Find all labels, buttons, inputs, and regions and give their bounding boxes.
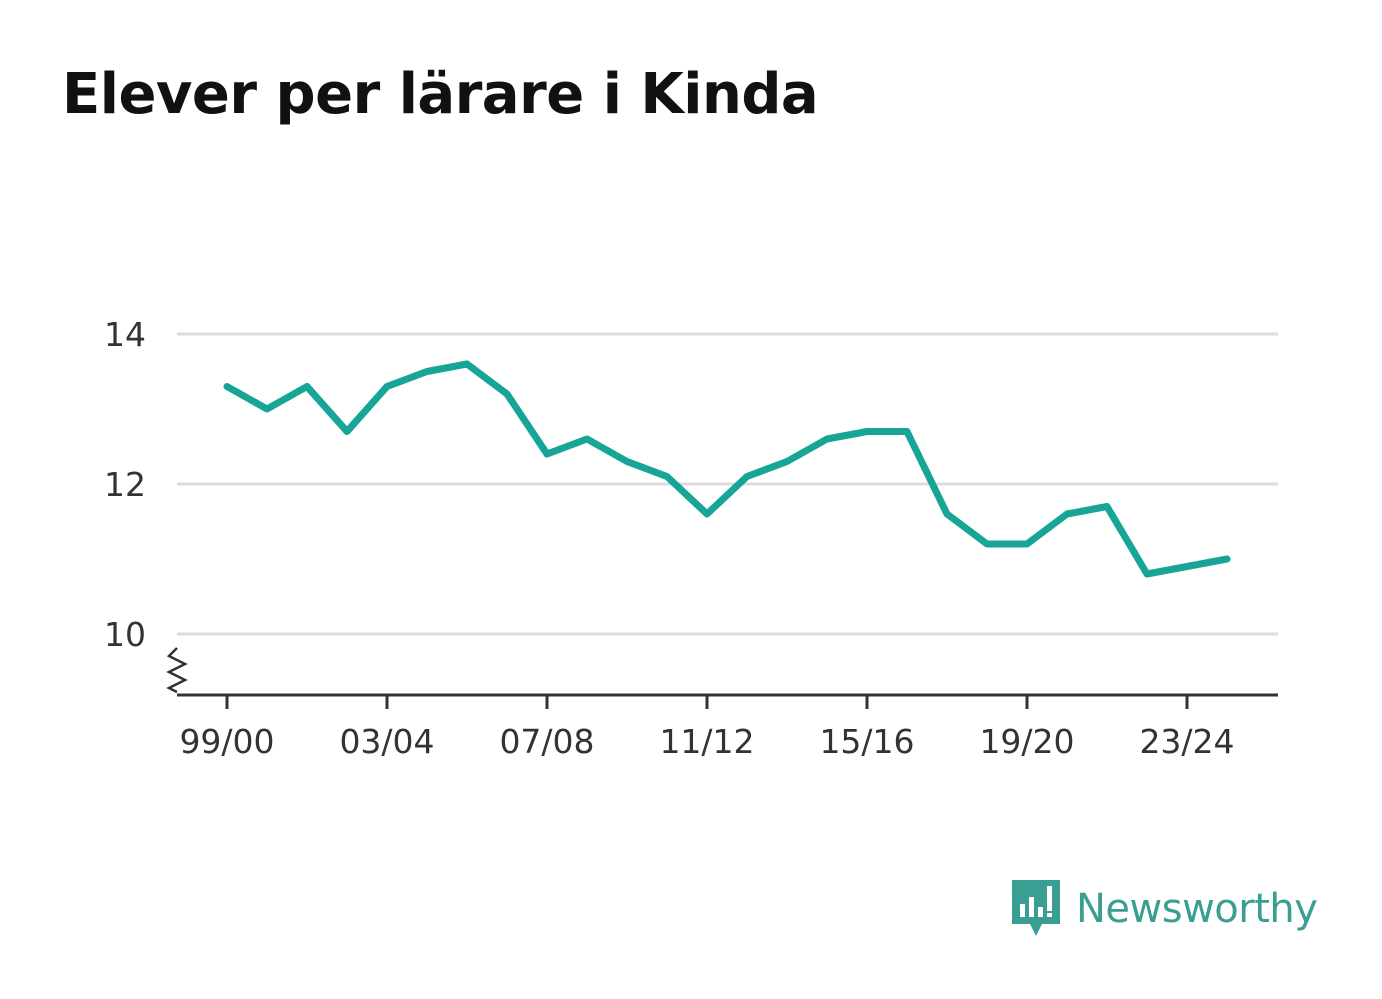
y-axis-ticks: 10 12 14 — [104, 315, 146, 654]
y-tick-label-12: 12 — [104, 465, 146, 504]
x-tick-label: 23/24 — [1139, 722, 1234, 761]
chart-title: Elever per lärare i Kinda — [62, 62, 819, 127]
y-tick-label-10: 10 — [104, 615, 146, 654]
y-tick-label-14: 14 — [104, 315, 146, 354]
grid-lines — [177, 332, 1278, 636]
x-tick-label: 07/08 — [499, 722, 594, 761]
x-tick-label: 15/16 — [819, 722, 914, 761]
x-tick-label: 19/20 — [979, 722, 1074, 761]
x-axis: 99/00 03/04 07/08 11/12 15/16 19/20 23/24 — [177, 693, 1278, 761]
brand-logo: Newsworthy — [1010, 878, 1318, 940]
brand-name: Newsworthy — [1076, 886, 1318, 932]
axis-break-icon — [166, 647, 188, 694]
x-tick-label: 11/12 — [659, 722, 754, 761]
series-group — [223, 360, 1231, 578]
x-tick-label: 03/04 — [339, 722, 434, 761]
series-line-0 — [223, 360, 1231, 578]
x-tick-label: 99/00 — [179, 722, 274, 761]
bar-chart-speech-bubble-icon — [1012, 880, 1060, 936]
